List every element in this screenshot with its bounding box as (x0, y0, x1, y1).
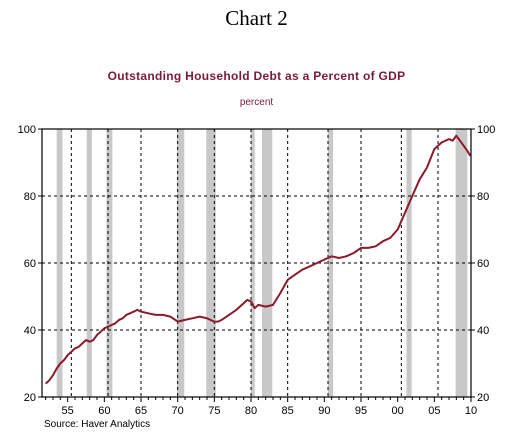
x-tick-label: 90 (318, 405, 330, 417)
y-tick-label-right: 80 (477, 191, 489, 203)
y-tick-label-right: 100 (477, 124, 495, 136)
x-tick-label: 65 (135, 405, 147, 417)
chart-title: Outstanding Household Debt as a Percent … (107, 69, 406, 83)
recession-bands (56, 129, 468, 397)
y-tick-label-left: 80 (24, 191, 36, 203)
x-tick-label: 05 (428, 405, 440, 417)
x-tick-label: 75 (208, 405, 220, 417)
x-tick-label: 00 (392, 405, 404, 417)
recession-band (56, 129, 63, 397)
data-series-line (45, 134, 472, 385)
recession-band (86, 129, 92, 397)
chart-heading: Chart 2 (225, 6, 288, 30)
y-tick-label-left: 40 (24, 325, 36, 337)
tick-labels: 20 20 40 40 60 60 80 80 100 100 55 60 65 70 75 80 85 90 95… (18, 124, 496, 417)
x-tick-label: 60 (98, 405, 110, 417)
recession-band (455, 129, 468, 397)
x-tick-label: 10 (465, 405, 477, 417)
y-tick-label-left: 60 (24, 258, 36, 270)
x-tick-label: 70 (172, 405, 184, 417)
axes (38, 128, 475, 402)
y-tick-label-left: 20 (24, 392, 36, 404)
source-note: Source: Haver Analytics (44, 419, 151, 430)
x-tick-label: 85 (282, 405, 294, 417)
x-tick-label: 80 (245, 405, 257, 417)
y-tick-label-right: 60 (477, 258, 489, 270)
recession-band (262, 129, 273, 397)
data-series (45, 134, 472, 385)
y-axis-unit-label: percent (239, 97, 274, 108)
y-tick-label-left: 100 (18, 124, 36, 136)
x-tick-label: 95 (355, 405, 367, 417)
y-tick-label-right: 40 (477, 325, 489, 337)
x-tick-label: 55 (62, 405, 74, 417)
y-tick-label-right: 20 (477, 392, 489, 404)
grid-lines (42, 129, 471, 397)
